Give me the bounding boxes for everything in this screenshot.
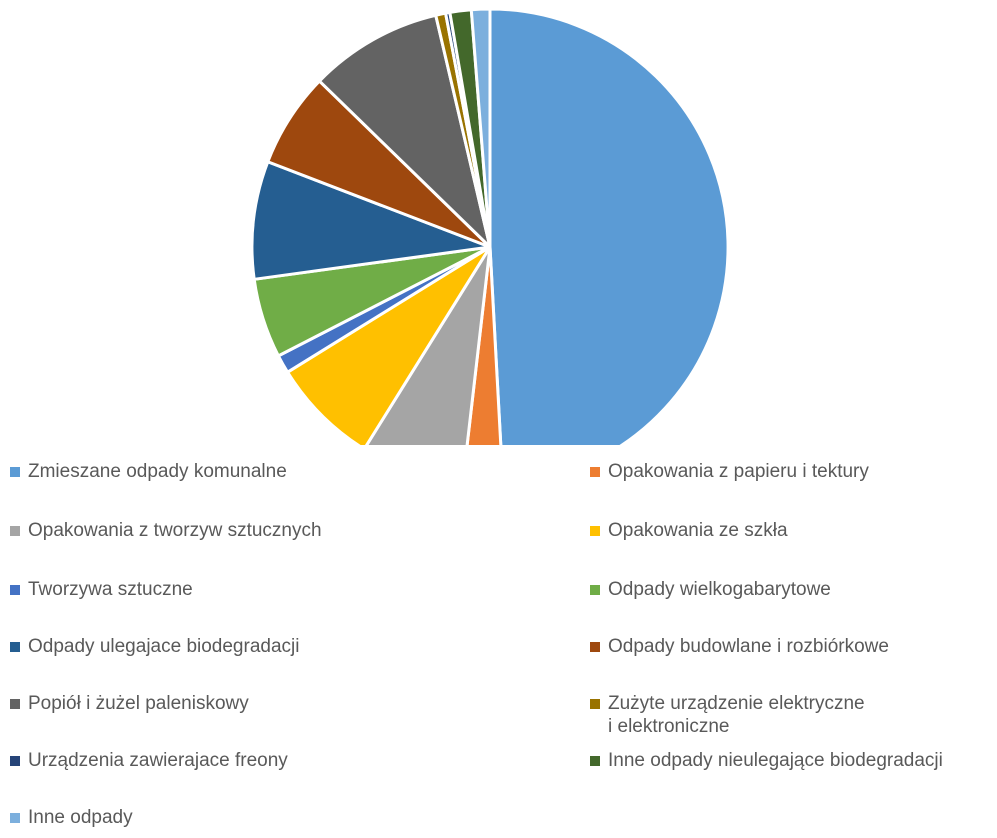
legend-swatch-9 xyxy=(10,699,20,709)
legend-item-2: Opakowania z papieru i tektury xyxy=(590,460,869,483)
legend-item-13: Inne odpady xyxy=(10,806,133,829)
legend-swatch-5 xyxy=(10,585,20,595)
pie-chart-plot xyxy=(250,7,730,445)
legend-label-5: Tworzywa sztuczne xyxy=(28,579,193,600)
legend-item-9: Popiół i żużel paleniskowy xyxy=(10,692,249,715)
legend-label-3: Opakowania z tworzyw sztucznych xyxy=(28,520,322,541)
legend-label-2: Opakowania z papieru i tektury xyxy=(608,461,869,482)
legend-label-1: Zmieszane odpady komunalne xyxy=(28,461,287,482)
legend-label-13: Inne odpady xyxy=(28,807,133,828)
legend-item-12: Inne odpady nieulegające biodegradacji xyxy=(590,749,943,772)
legend-item-5: Tworzywa sztuczne xyxy=(10,578,193,601)
legend-item-1: Zmieszane odpady komunalne xyxy=(10,460,287,483)
legend-item-10: Zużyte urządzenie elektryczne i elektron… xyxy=(590,692,865,738)
legend-swatch-6 xyxy=(590,585,600,595)
legend-item-3: Opakowania z tworzyw sztucznych xyxy=(10,519,322,542)
legend-swatch-1 xyxy=(10,467,20,477)
legend-item-8: Odpady budowlane i rozbiórkowe xyxy=(590,635,889,658)
legend-swatch-10 xyxy=(590,699,600,709)
legend-swatch-13 xyxy=(10,813,20,823)
legend-label-9: Popiół i żużel paleniskowy xyxy=(28,693,249,714)
legend-label-6: Odpady wielkogabarytowe xyxy=(608,579,831,600)
pie-slice-2 xyxy=(465,245,503,445)
legend-label-7: Odpady ulegajace biodegradacji xyxy=(28,636,300,657)
legend-label-11: Urządzenia zawierajace freony xyxy=(28,750,288,771)
legend-label-4: Opakowania ze szkła xyxy=(608,520,788,541)
legend-swatch-4 xyxy=(590,526,600,536)
legend-swatch-2 xyxy=(590,467,600,477)
legend-swatch-7 xyxy=(10,642,20,652)
pie-slice-1 xyxy=(488,7,730,445)
legend-label-8: Odpady budowlane i rozbiórkowe xyxy=(608,636,889,657)
legend-item-11: Urządzenia zawierajace freony xyxy=(10,749,288,772)
legend-label-12: Inne odpady nieulegające biodegradacji xyxy=(608,750,943,771)
legend-item-4: Opakowania ze szkła xyxy=(590,519,788,542)
legend-label-10: Zużyte urządzenie elektryczne i elektron… xyxy=(608,693,865,737)
pie-slice-13 xyxy=(469,7,492,249)
legend-swatch-11 xyxy=(10,756,20,766)
legend-item-7: Odpady ulegajace biodegradacji xyxy=(10,635,299,658)
legend-swatch-3 xyxy=(10,526,20,536)
pie-slice-4 xyxy=(286,245,492,445)
legend-swatch-12 xyxy=(590,756,600,766)
pie-slice-9 xyxy=(317,13,492,249)
legend-swatch-8 xyxy=(590,642,600,652)
pie-slice-7 xyxy=(250,160,492,281)
legend-item-6: Odpady wielkogabarytowe xyxy=(590,578,831,601)
